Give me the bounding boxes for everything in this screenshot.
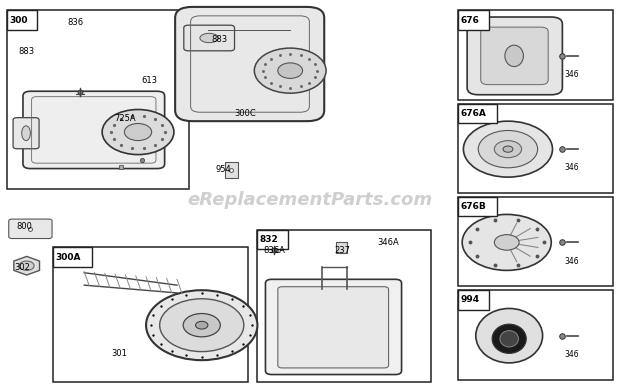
- FancyBboxPatch shape: [467, 17, 562, 95]
- Circle shape: [195, 321, 208, 329]
- Text: 725A: 725A: [114, 113, 136, 122]
- Ellipse shape: [505, 45, 523, 67]
- Text: 300C: 300C: [234, 109, 256, 118]
- Bar: [458, 11, 489, 30]
- Text: 613: 613: [142, 76, 157, 85]
- Circle shape: [462, 215, 551, 270]
- Circle shape: [254, 48, 326, 93]
- Circle shape: [125, 124, 152, 140]
- Text: 676A: 676A: [461, 109, 487, 118]
- Text: 346: 346: [564, 257, 579, 266]
- Text: 676B: 676B: [461, 202, 487, 211]
- Circle shape: [278, 63, 303, 78]
- Text: 954: 954: [216, 165, 232, 174]
- Bar: [458, 104, 497, 123]
- Bar: [7, 11, 37, 30]
- Bar: [458, 197, 613, 286]
- Circle shape: [494, 235, 519, 250]
- Circle shape: [478, 131, 538, 168]
- Ellipse shape: [22, 126, 30, 140]
- Text: 302: 302: [14, 263, 30, 272]
- Bar: [458, 197, 497, 216]
- Bar: [53, 248, 92, 267]
- FancyBboxPatch shape: [278, 287, 389, 368]
- FancyBboxPatch shape: [23, 91, 165, 168]
- FancyBboxPatch shape: [265, 279, 402, 374]
- Circle shape: [19, 261, 34, 270]
- Text: 832: 832: [260, 235, 278, 244]
- Text: 676: 676: [461, 16, 480, 25]
- Text: 346: 346: [564, 350, 579, 359]
- Text: 237: 237: [335, 246, 351, 255]
- Text: 800: 800: [16, 222, 32, 231]
- Ellipse shape: [492, 324, 526, 353]
- Bar: [7, 11, 189, 189]
- Text: 300: 300: [9, 16, 28, 25]
- Text: 883: 883: [211, 35, 227, 44]
- Bar: [458, 290, 613, 379]
- Bar: [458, 104, 613, 193]
- Bar: [458, 11, 613, 100]
- Text: 346A: 346A: [377, 238, 399, 247]
- Circle shape: [160, 299, 244, 352]
- Bar: [224, 162, 238, 177]
- Bar: [458, 290, 489, 310]
- Text: 300A: 300A: [56, 253, 81, 262]
- Ellipse shape: [200, 33, 218, 43]
- Text: 836: 836: [68, 18, 84, 27]
- FancyBboxPatch shape: [480, 27, 548, 85]
- Bar: [257, 230, 288, 250]
- Circle shape: [503, 146, 513, 152]
- Ellipse shape: [476, 308, 542, 363]
- Circle shape: [494, 140, 521, 158]
- Circle shape: [463, 121, 552, 177]
- Text: eReplacementParts.com: eReplacementParts.com: [187, 191, 433, 209]
- Text: 346: 346: [564, 163, 579, 172]
- FancyBboxPatch shape: [13, 118, 39, 149]
- Text: 994: 994: [461, 296, 480, 305]
- Text: 883: 883: [18, 47, 34, 56]
- Circle shape: [102, 110, 174, 154]
- Circle shape: [183, 314, 220, 337]
- Text: 836A: 836A: [264, 246, 285, 255]
- Bar: [257, 230, 431, 381]
- Circle shape: [146, 290, 257, 360]
- Bar: [336, 243, 347, 253]
- FancyBboxPatch shape: [184, 25, 234, 51]
- Bar: [53, 248, 248, 381]
- Text: 301: 301: [111, 349, 126, 358]
- Ellipse shape: [500, 331, 518, 347]
- FancyBboxPatch shape: [175, 7, 324, 121]
- Text: 346: 346: [564, 70, 579, 79]
- FancyBboxPatch shape: [9, 219, 52, 239]
